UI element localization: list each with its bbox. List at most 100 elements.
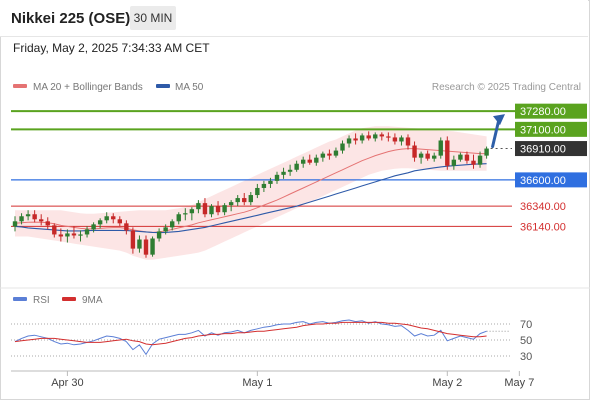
candle-body <box>209 206 214 215</box>
instrument-title: Nikkei 225 (OSE) <box>11 10 131 27</box>
candle-body <box>412 145 417 158</box>
level-label-target: 37100.00 <box>520 124 566 136</box>
rsi-legend-swatch <box>13 297 27 301</box>
candle-body <box>104 216 109 221</box>
candle-body <box>111 216 116 220</box>
rsi-ma-legend-swatch <box>62 297 76 301</box>
candle-body <box>274 174 280 181</box>
candlesticks <box>12 131 489 258</box>
rsi-level-label: 70 <box>520 319 532 331</box>
candle-body <box>137 239 142 249</box>
level-tag-pivot <box>515 172 587 188</box>
candle-body <box>353 138 358 141</box>
ma50-legend-label: MA 50 <box>175 82 204 93</box>
level-tag-target <box>515 103 587 119</box>
candle-body <box>425 153 430 159</box>
rsi-ma-legend-label: 9MA <box>82 295 103 306</box>
candle-body <box>359 135 365 141</box>
bollinger-legend-swatch <box>13 84 27 88</box>
candle-body <box>183 213 188 215</box>
candle-body <box>451 159 457 166</box>
level-tag-current <box>515 141 587 157</box>
candle-body <box>25 214 31 217</box>
candle-body <box>399 137 404 142</box>
candle-body <box>156 231 162 239</box>
x-tick-label: May 2 <box>432 377 462 389</box>
candle-body <box>32 214 37 220</box>
candle-body <box>373 134 378 139</box>
candle-body <box>445 140 450 166</box>
copyright-label: Research © 2025 Trading Central <box>432 82 581 93</box>
forecast-arrow-shaft <box>491 117 501 149</box>
candle-body <box>71 233 77 236</box>
candle-body <box>333 150 339 156</box>
x-axis: Apr 30 May 1 May 2 May 7 <box>51 371 534 389</box>
candle-body <box>176 214 181 222</box>
candle-body <box>327 153 332 156</box>
candle-body <box>228 202 234 206</box>
rsi-ma-line <box>14 321 487 346</box>
timeframe-button[interactable]: 30 MIN <box>130 6 176 30</box>
candle-body <box>294 163 299 170</box>
rsi-level-label: 30 <box>520 351 532 363</box>
candle-body <box>202 203 208 215</box>
candle-body <box>438 140 443 156</box>
candle-body <box>405 137 411 146</box>
x-tick-label: Apr 30 <box>51 377 83 389</box>
candle-body <box>117 219 122 224</box>
candle-body <box>196 203 201 210</box>
candle-body <box>130 230 136 249</box>
candle-body <box>458 154 463 160</box>
candle-body <box>281 171 286 175</box>
candle-body <box>45 221 50 226</box>
level-label-target: 37280.00 <box>520 106 566 118</box>
candle-body <box>215 206 221 213</box>
candle-body <box>464 154 470 161</box>
rsi-level-label: 50 <box>520 335 532 347</box>
candle-body <box>65 233 70 237</box>
candle-body <box>392 137 398 142</box>
candle-body <box>471 160 476 165</box>
forecast-arrow-head <box>493 114 505 126</box>
candle-body <box>12 221 18 227</box>
candle-body <box>58 234 64 237</box>
candle-body <box>78 234 83 236</box>
level-tag-target <box>515 121 587 137</box>
candle-body <box>346 138 352 144</box>
candle-body <box>301 159 306 164</box>
level-label-current: 36910.00 <box>520 144 566 156</box>
candle-body <box>255 187 260 196</box>
candle-body <box>163 227 168 232</box>
candle-body <box>242 198 247 203</box>
x-tick-label: May 7 <box>504 377 534 389</box>
candle-body <box>91 224 96 230</box>
level-label-support: 36140.00 <box>520 221 566 233</box>
candle-body <box>320 153 326 158</box>
chart-datetime: Friday, May 2, 2025 7:34:33 AM CET <box>13 41 210 55</box>
candle-body <box>432 155 437 159</box>
candle-body <box>366 135 371 139</box>
rsi-line <box>14 319 487 356</box>
candle-body <box>84 229 90 235</box>
candle-body <box>268 180 273 184</box>
candle-body <box>287 169 293 172</box>
candle-body <box>39 219 44 222</box>
candle-body <box>19 216 24 222</box>
candle-body <box>248 195 253 203</box>
level-label-pivot: 36600.00 <box>520 175 566 187</box>
level-label-support: 36340.00 <box>520 201 566 213</box>
candle-body <box>97 220 103 225</box>
candle-body <box>170 221 175 228</box>
candle-body <box>386 136 391 138</box>
chart-header: Nikkei 225 (OSE) 30 MIN <box>0 0 588 37</box>
candle-body <box>222 205 227 213</box>
candle-body <box>52 225 57 235</box>
rsi-legend-label: RSI <box>33 295 50 306</box>
ma50-legend-swatch <box>156 84 170 88</box>
rsi-panel: 70 50 30 <box>11 319 532 363</box>
candle-body <box>189 209 195 214</box>
candle-body <box>307 159 312 163</box>
candle-body <box>150 238 155 255</box>
candle-body <box>477 155 483 165</box>
